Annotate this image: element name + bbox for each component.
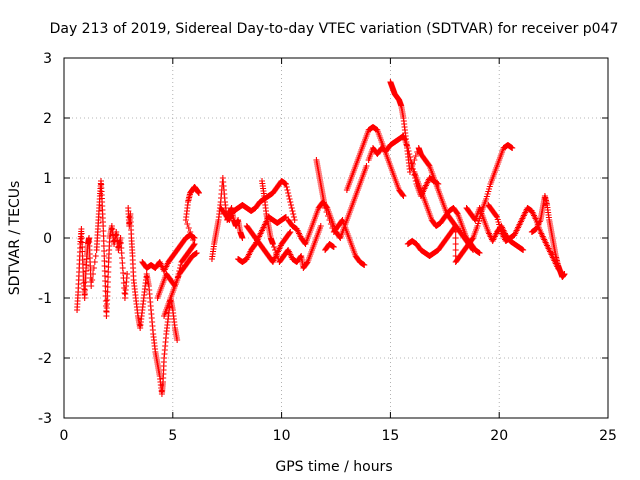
data-point (174, 274, 181, 280)
data-point (452, 223, 459, 229)
data-point (326, 217, 333, 223)
data-point (323, 209, 330, 215)
data-point (177, 265, 184, 271)
data-point (452, 247, 459, 253)
data-point (91, 259, 98, 265)
y-tick-label: -1 (38, 291, 52, 307)
x-axis-ticks: 0 5 10 15 20 25 (60, 58, 617, 444)
data-point (88, 283, 95, 289)
data-point (177, 262, 184, 268)
data-point (274, 253, 281, 259)
y-tick-label: 1 (43, 171, 52, 187)
data-point (174, 337, 181, 343)
y-axis-ticks: -3 -2 -1 0 1 2 3 (38, 51, 608, 427)
data-point (412, 153, 419, 159)
data-point (287, 229, 294, 235)
data-point (452, 241, 459, 247)
data-points (74, 79, 568, 397)
data-point (400, 193, 407, 199)
data-point (285, 193, 292, 199)
data-point (330, 244, 337, 250)
data-point (195, 190, 202, 196)
data-point (509, 145, 516, 151)
data-point (451, 224, 458, 230)
data-point (269, 241, 276, 247)
data-point (190, 237, 197, 243)
data-point (285, 190, 292, 196)
data-point (89, 277, 96, 283)
data-point (452, 229, 459, 235)
data-point (327, 221, 334, 227)
data-point (270, 244, 277, 250)
data-point (283, 184, 290, 190)
y-tick-label: -3 (38, 411, 52, 427)
data-point (408, 165, 415, 171)
data-point (282, 181, 289, 187)
data-point (409, 161, 416, 167)
data-point (90, 271, 97, 277)
data-point (322, 205, 329, 211)
data-point (520, 247, 527, 253)
data-point (286, 230, 293, 236)
x-tick-label: 10 (273, 428, 291, 444)
data-point (286, 196, 293, 202)
chart-title: Day 213 of 2019, Sidereal Day-to-day VTE… (50, 21, 619, 37)
data-point (272, 247, 279, 253)
data-point (92, 253, 99, 259)
data-point (176, 268, 183, 274)
data-point (273, 250, 280, 256)
data-point (190, 242, 197, 248)
grid-lines (64, 58, 608, 418)
data-point (452, 235, 459, 241)
data-point (287, 199, 294, 205)
x-tick-label: 20 (490, 428, 508, 444)
data-point (291, 217, 298, 223)
data-point (411, 157, 418, 163)
data-point (188, 233, 195, 239)
data-point (561, 271, 568, 277)
x-tick-label: 25 (599, 428, 617, 444)
y-tick-label: 2 (43, 111, 52, 127)
data-point (476, 250, 483, 256)
data-point (193, 250, 200, 256)
data-point (184, 221, 191, 227)
data-point (289, 208, 296, 214)
data-point (288, 205, 295, 211)
data-point (191, 241, 198, 247)
data-point (361, 262, 368, 268)
data-point (288, 202, 295, 208)
data-point (363, 163, 370, 169)
x-tick-label: 15 (381, 428, 399, 444)
x-axis-label: GPS time / hours (275, 459, 392, 475)
data-point (325, 213, 332, 219)
data-point (317, 223, 324, 229)
data-point (185, 225, 192, 231)
data-point (90, 265, 97, 271)
data-point (284, 187, 291, 193)
y-tick-label: 0 (43, 231, 52, 247)
x-tick-label: 5 (168, 428, 177, 444)
data-point (290, 214, 297, 220)
x-tick-label: 0 (60, 428, 69, 444)
y-axis-label: SDTVAR / TECUs (7, 181, 23, 296)
data-point (174, 277, 181, 283)
data-point (290, 211, 297, 217)
data-point (399, 192, 406, 198)
y-tick-label: 3 (43, 51, 52, 67)
data-point (493, 213, 500, 219)
data-point (124, 271, 131, 277)
data-point (187, 229, 194, 235)
data-point (175, 271, 182, 277)
data-point (239, 235, 246, 241)
y-tick-label: -2 (38, 351, 52, 367)
